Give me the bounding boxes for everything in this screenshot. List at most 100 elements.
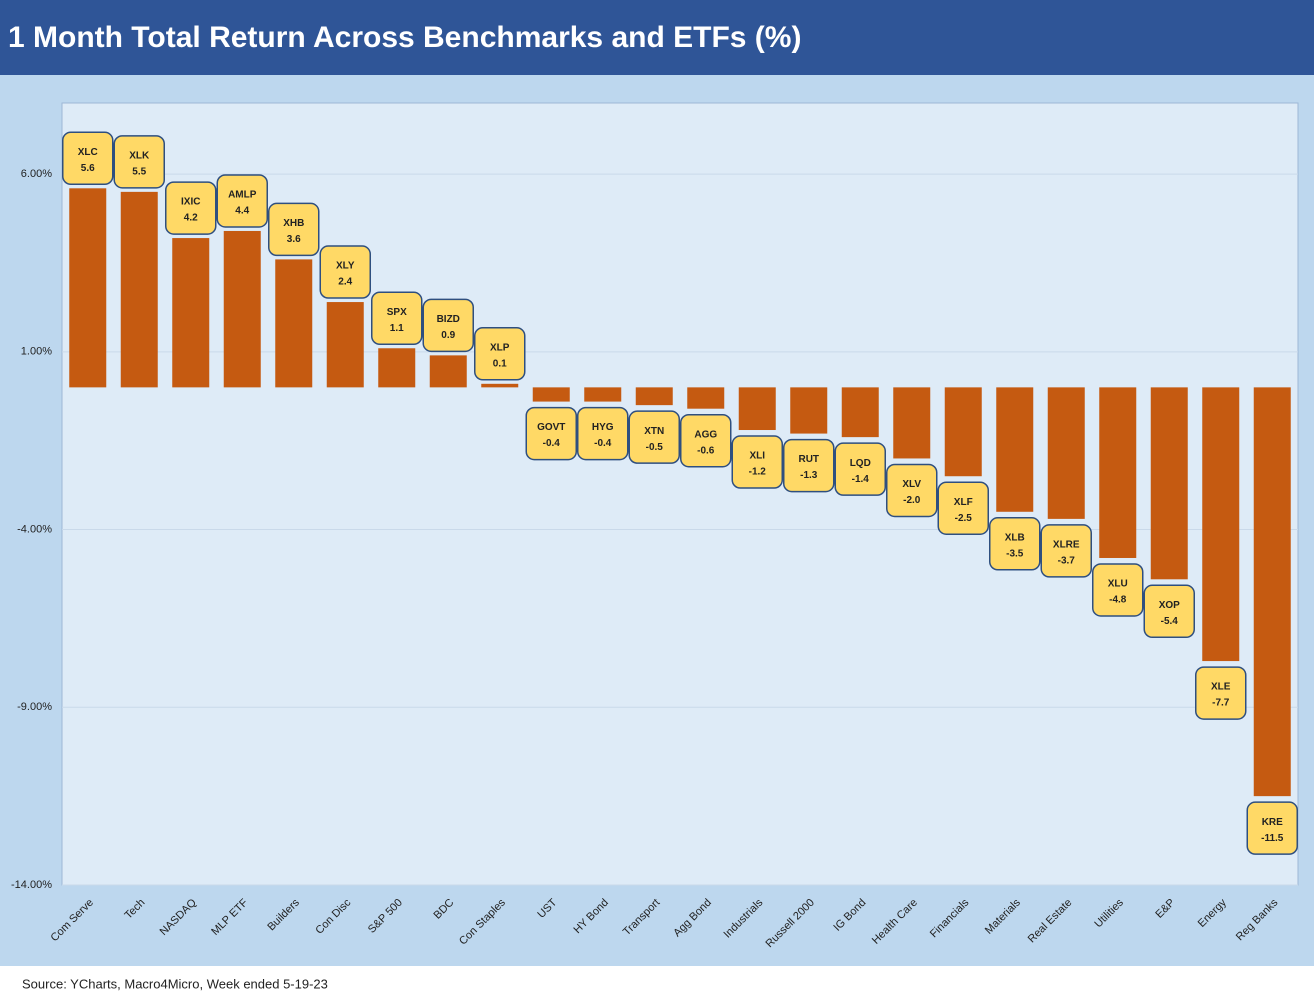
ticker-label: XLI [749, 451, 765, 462]
bar [532, 387, 570, 402]
y-tick-label: 1.00% [21, 346, 52, 358]
ticker-label: XLY [336, 261, 355, 272]
bar [429, 355, 467, 388]
value-label: -2.5 [955, 513, 973, 524]
value-label: -0.4 [543, 438, 561, 449]
label-box [319, 245, 371, 299]
source-note: Source: YCharts, Macro4Micro, Week ended… [22, 976, 328, 991]
label-box [1246, 801, 1298, 855]
ticker-label: XLU [1108, 579, 1128, 590]
value-label: 0.9 [441, 330, 455, 341]
value-label: -1.2 [749, 467, 767, 478]
ticker-label: IXIC [181, 197, 200, 208]
bar [584, 387, 622, 402]
bar [738, 387, 776, 431]
value-label: -1.4 [852, 474, 870, 485]
label-box [1040, 524, 1092, 578]
value-label: 2.4 [338, 277, 352, 288]
chart-title: 1 Month Total Return Across Benchmarks a… [8, 21, 801, 54]
ticker-label: AMLP [228, 190, 257, 201]
label-box [937, 481, 989, 535]
bar [996, 387, 1034, 512]
ticker-label: XOP [1159, 600, 1180, 611]
y-tick-label: -14.00% [11, 879, 52, 891]
value-label: 5.6 [81, 163, 95, 174]
value-label: -5.4 [1161, 616, 1179, 627]
ticker-label: RUT [798, 454, 819, 465]
label-box [1143, 584, 1195, 639]
value-label: -3.5 [1006, 548, 1024, 559]
value-label: -3.7 [1058, 556, 1076, 567]
footer [0, 966, 1314, 1000]
bar [481, 383, 519, 388]
value-label: 4.4 [235, 206, 249, 217]
label-box [422, 298, 474, 353]
label-box [268, 202, 320, 257]
value-label: -2.0 [903, 495, 921, 506]
y-tick-label: -9.00% [17, 701, 52, 713]
label-box [577, 406, 629, 461]
label-box [886, 463, 938, 518]
value-label: -0.4 [594, 438, 612, 449]
bar [841, 387, 879, 438]
header [0, 0, 1314, 75]
ticker-label: HYG [592, 422, 614, 433]
ticker-label: XTN [644, 426, 664, 437]
ticker-label: XLF [954, 497, 973, 508]
label-box [165, 181, 217, 235]
value-label: -0.5 [646, 442, 664, 453]
ticker-label: XLRE [1053, 540, 1080, 551]
value-label: 4.2 [184, 213, 198, 224]
ticker-label: KRE [1262, 817, 1283, 828]
label-box [371, 291, 423, 346]
value-label: -1.3 [800, 470, 818, 481]
bar [1253, 387, 1291, 797]
bar [944, 387, 982, 477]
label-box [525, 406, 577, 461]
ticker-label: SPX [387, 307, 407, 318]
bar [635, 387, 673, 406]
ticker-label: LQD [850, 458, 871, 469]
bar [326, 302, 364, 388]
label-box [731, 435, 783, 489]
ticker-label: XLP [490, 342, 510, 353]
value-label: -4.8 [1109, 595, 1127, 606]
bar [223, 230, 261, 388]
y-tick-label: -4.00% [17, 523, 52, 535]
value-label: -7.7 [1212, 698, 1230, 709]
bar [687, 387, 725, 409]
ticker-label: XLB [1005, 532, 1025, 543]
ticker-label: BIZD [437, 314, 460, 325]
bar [1150, 387, 1188, 580]
label-box [474, 327, 526, 381]
label-box [989, 517, 1041, 571]
ticker-label: XLK [129, 151, 150, 162]
bar [1202, 387, 1240, 662]
label-box [113, 135, 165, 189]
bar [69, 188, 107, 388]
bar [790, 387, 828, 434]
label-box [1092, 563, 1144, 617]
bar [172, 238, 210, 388]
ticker-label: XLC [78, 147, 98, 158]
y-tick-label: 6.00% [21, 168, 52, 180]
label-box [62, 131, 114, 186]
label-box [783, 438, 835, 493]
value-label: 5.5 [132, 167, 146, 178]
value-label: 0.1 [493, 358, 507, 369]
ticker-label: XLV [902, 479, 921, 490]
bar [275, 259, 313, 388]
bar [120, 191, 158, 388]
ticker-label: XHB [283, 218, 304, 229]
label-box [628, 410, 680, 464]
ticker-label: GOVT [537, 422, 565, 433]
ticker-label: AGG [694, 429, 717, 440]
label-box [216, 174, 268, 228]
value-label: -11.5 [1261, 833, 1284, 844]
ticker-label: XLE [1211, 682, 1231, 693]
label-box [1195, 666, 1247, 720]
label-box [834, 442, 886, 496]
bar [893, 387, 931, 459]
